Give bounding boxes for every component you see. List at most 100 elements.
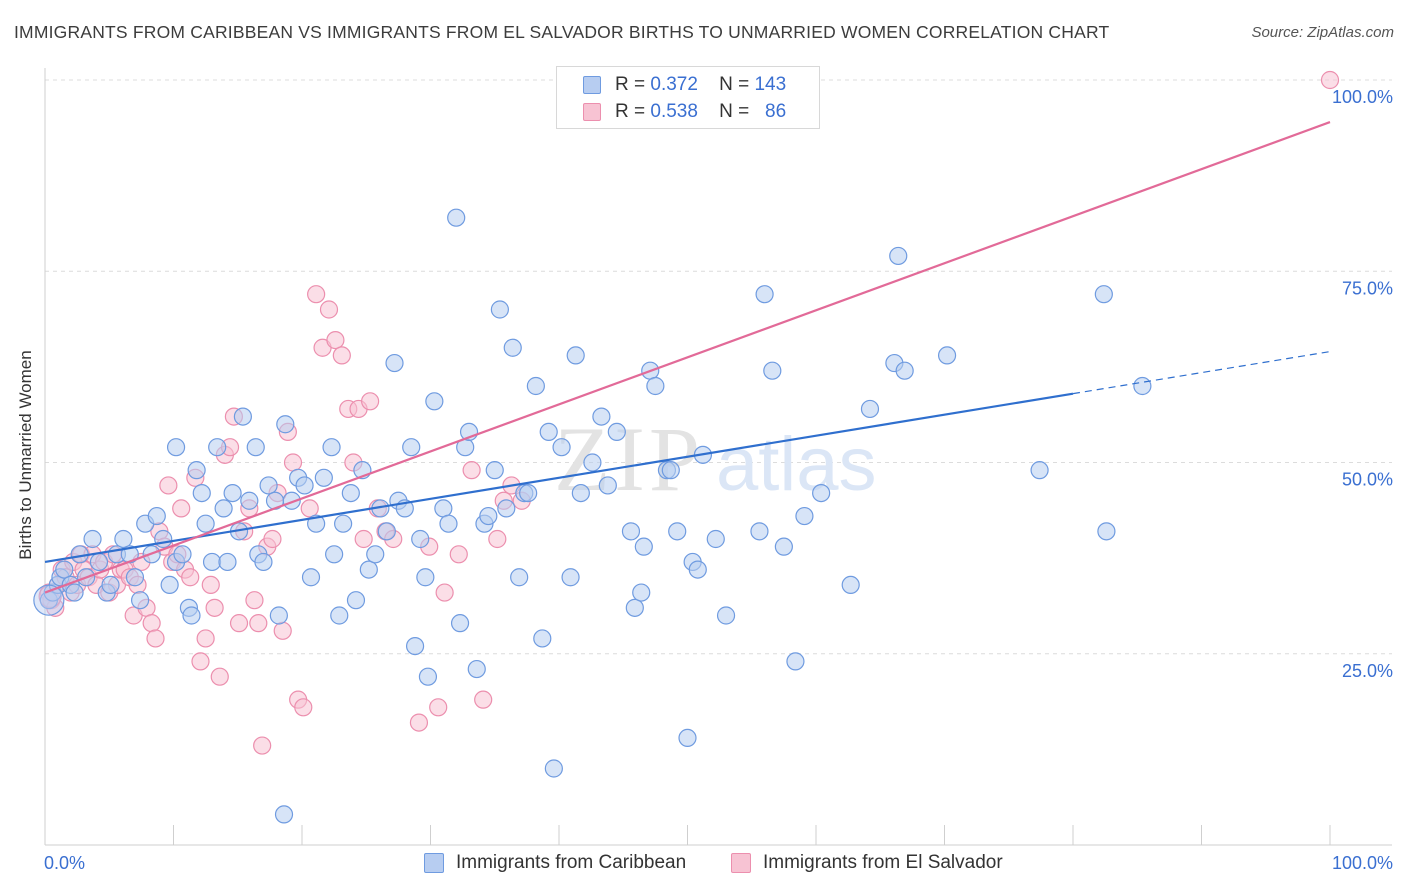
data-point-caribbean: [259, 476, 278, 495]
data-point-el-salvador: [462, 461, 481, 480]
data-point-caribbean: [246, 438, 265, 457]
data-point-caribbean: [101, 575, 120, 595]
data-point-caribbean: [254, 552, 273, 572]
trend-line-el-salvador: [44, 121, 1331, 594]
data-point-caribbean: [668, 522, 687, 541]
data-point-caribbean: [592, 407, 611, 426]
data-point-caribbean: [1097, 522, 1116, 541]
data-point-caribbean: [425, 392, 444, 411]
data-point-el-salvador: [229, 614, 249, 633]
data-point-caribbean: [192, 484, 211, 503]
data-point-caribbean: [937, 346, 957, 365]
legend-r-value: 0.538: [650, 101, 698, 122]
data-point-el-salvador: [300, 499, 319, 518]
data-point-caribbean: [377, 522, 396, 541]
y-tick-label: 50.0%: [1342, 470, 1393, 490]
y-tick-label: 25.0%: [1342, 661, 1393, 681]
data-point-caribbean: [450, 614, 470, 633]
data-point-el-salvador: [361, 392, 380, 411]
legend-r-value: 0.372: [650, 74, 698, 95]
data-point-caribbean: [182, 606, 201, 625]
data-point-el-salvador: [474, 690, 493, 709]
legend-label-caribbean: Immigrants from Caribbean: [456, 852, 687, 873]
legend-swatch-caribbean: [583, 76, 601, 94]
data-point-el-salvador: [449, 545, 468, 564]
data-point-el-salvador: [332, 346, 351, 365]
data-point-el-salvador: [429, 698, 448, 717]
data-point-caribbean: [120, 545, 139, 564]
data-point-caribbean: [860, 399, 880, 419]
data-point-caribbean: [561, 568, 580, 587]
data-point-caribbean: [750, 522, 769, 541]
data-point-caribbean: [418, 667, 438, 686]
data-point-caribbean: [634, 537, 653, 556]
legend-n-label: N =: [719, 101, 750, 122]
data-point-caribbean: [497, 499, 516, 518]
trend-line-caribbean-extension: [1072, 350, 1331, 395]
data-point-el-salvador: [249, 614, 268, 633]
data-point-caribbean: [208, 438, 227, 457]
data-point-caribbean: [1133, 376, 1152, 396]
data-point-caribbean: [160, 575, 179, 595]
data-point-caribbean: [218, 552, 237, 572]
data-point-el-salvador: [172, 499, 191, 518]
data-point-caribbean: [566, 346, 585, 365]
data-point-caribbean: [366, 545, 385, 564]
legend-n-label: N =: [719, 74, 750, 95]
data-point-caribbean: [282, 491, 301, 510]
data-point-el-salvador: [263, 529, 282, 549]
data-point-caribbean: [544, 759, 563, 778]
trend-layer: [44, 121, 1331, 594]
data-point-el-salvador: [196, 629, 215, 648]
data-point-caribbean: [154, 529, 173, 549]
data-point-caribbean: [786, 652, 805, 671]
data-point-caribbean: [130, 591, 150, 610]
data-point-caribbean: [552, 438, 571, 457]
series-caribbean-points: [33, 208, 1152, 824]
data-point-el-salvador: [307, 285, 326, 304]
data-point-caribbean: [202, 552, 222, 572]
data-point-caribbean: [301, 568, 321, 587]
data-point-el-salvador: [435, 583, 454, 602]
data-point-caribbean: [214, 499, 233, 518]
data-point-caribbean: [526, 376, 545, 396]
data-point-caribbean: [402, 438, 421, 457]
data-point-caribbean: [632, 583, 651, 602]
watermark-atlas: atlas: [716, 422, 877, 507]
data-point-el-salvador: [488, 529, 507, 549]
data-point-caribbean: [621, 522, 641, 541]
data-point-caribbean: [485, 461, 504, 480]
data-point-el-salvador: [319, 300, 339, 319]
data-point-caribbean: [33, 584, 65, 616]
data-point-caribbean: [196, 514, 215, 533]
legend-r-label: R =: [615, 74, 646, 95]
data-point-el-salvador: [181, 568, 200, 587]
legend-swatch-caribbean: [424, 853, 444, 873]
data-point-caribbean: [812, 484, 831, 503]
data-point-caribbean: [269, 606, 288, 625]
data-point-caribbean: [571, 484, 590, 503]
grid-layer: [45, 79, 1392, 655]
data-point-caribbean: [1094, 285, 1113, 304]
data-point-el-salvador: [253, 736, 272, 755]
data-point-caribbean: [519, 484, 538, 503]
chart-source: Source: ZipAtlas.com: [1251, 24, 1394, 41]
data-point-caribbean: [330, 606, 349, 625]
data-point-el-salvador: [326, 331, 345, 350]
data-point-caribbean: [314, 468, 333, 487]
data-point-caribbean: [533, 629, 552, 648]
data-point-caribbean: [646, 376, 665, 396]
data-point-caribbean: [295, 476, 314, 495]
data-point-caribbean: [223, 484, 242, 503]
data-point-caribbean: [341, 484, 360, 503]
data-point-caribbean: [83, 529, 102, 549]
data-point-caribbean: [405, 636, 425, 656]
data-point-el-salvador: [159, 476, 178, 495]
data-point-el-salvador: [205, 598, 224, 617]
data-point-caribbean: [274, 805, 294, 824]
data-point-caribbean: [322, 438, 341, 457]
data-point-caribbean: [490, 300, 509, 319]
legend-label-el-salvador: Immigrants from El Salvador: [763, 852, 1003, 873]
data-point-el-salvador: [146, 629, 165, 648]
data-point-el-salvador: [191, 652, 210, 671]
